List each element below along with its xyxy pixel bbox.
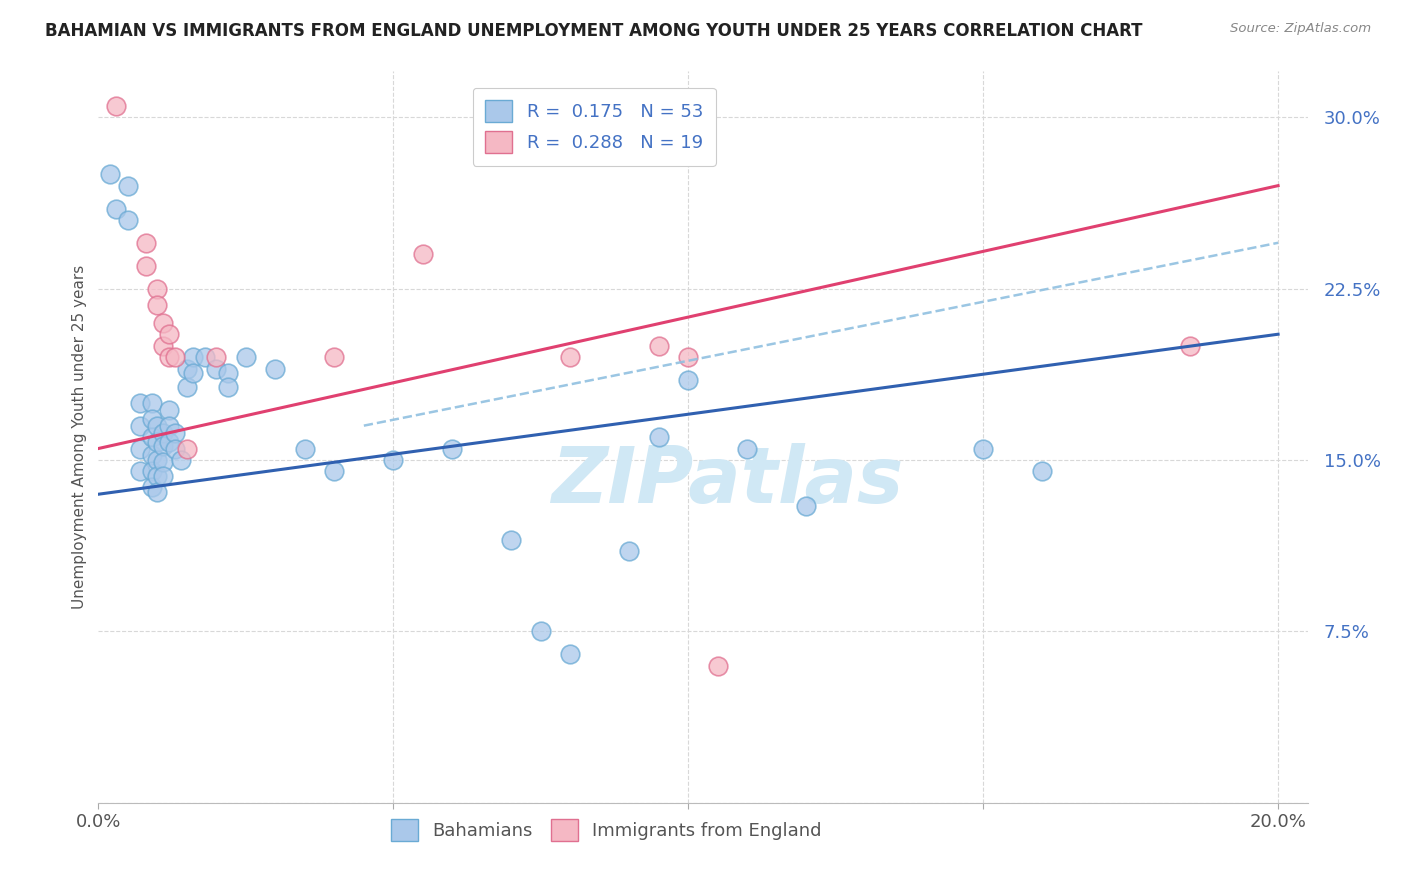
Point: [157, 418, 180, 433]
Point: [157, 350, 180, 364]
Point: [648, 338, 671, 352]
Point: [152, 455, 174, 469]
Point: [141, 430, 163, 444]
Point: [141, 396, 163, 410]
Point: [152, 338, 174, 352]
Point: [176, 361, 198, 376]
Point: [648, 430, 671, 444]
Point: [972, 442, 994, 456]
Text: BAHAMIAN VS IMMIGRANTS FROM ENGLAND UNEMPLOYMENT AMONG YOUTH UNDER 25 YEARS CORR: BAHAMIAN VS IMMIGRANTS FROM ENGLAND UNEM…: [45, 22, 1143, 40]
Point: [165, 442, 187, 456]
Point: [181, 350, 204, 364]
Point: [117, 213, 139, 227]
Point: [105, 98, 128, 112]
Point: [157, 327, 180, 342]
Point: [135, 259, 157, 273]
Point: [1031, 464, 1053, 478]
Point: [141, 464, 163, 478]
Point: [294, 442, 316, 456]
Point: [98, 167, 121, 181]
Point: [157, 402, 180, 417]
Point: [264, 361, 287, 376]
Point: [735, 442, 758, 456]
Point: [412, 247, 434, 261]
Point: [165, 350, 187, 364]
Point: [141, 412, 163, 426]
Point: [176, 442, 198, 456]
Point: [678, 373, 700, 387]
Point: [678, 350, 700, 364]
Point: [152, 439, 174, 453]
Point: [560, 647, 582, 661]
Point: [128, 396, 150, 410]
Point: [165, 425, 187, 440]
Point: [323, 464, 346, 478]
Text: ZIPatlas: ZIPatlas: [551, 443, 903, 519]
Point: [194, 350, 217, 364]
Point: [128, 464, 150, 478]
Point: [157, 434, 180, 449]
Text: Source: ZipAtlas.com: Source: ZipAtlas.com: [1230, 22, 1371, 36]
Point: [146, 297, 169, 311]
Point: [205, 350, 228, 364]
Point: [146, 434, 169, 449]
Point: [141, 449, 163, 463]
Point: [152, 469, 174, 483]
Point: [170, 453, 193, 467]
Point: [152, 425, 174, 440]
Y-axis label: Unemployment Among Youth under 25 years: Unemployment Among Youth under 25 years: [72, 265, 87, 609]
Point: [146, 281, 169, 295]
Point: [217, 380, 239, 394]
Point: [135, 235, 157, 250]
Point: [105, 202, 128, 216]
Point: [152, 316, 174, 330]
Point: [217, 366, 239, 380]
Point: [706, 658, 728, 673]
Legend: Bahamians, Immigrants from England: Bahamians, Immigrants from England: [384, 812, 830, 848]
Point: [205, 361, 228, 376]
Point: [530, 624, 553, 639]
Point: [181, 366, 204, 380]
Point: [441, 442, 464, 456]
Point: [619, 544, 641, 558]
Point: [1178, 338, 1201, 352]
Point: [128, 418, 150, 433]
Point: [146, 485, 169, 500]
Point: [382, 453, 405, 467]
Point: [146, 469, 169, 483]
Point: [141, 480, 163, 494]
Point: [146, 418, 169, 433]
Point: [323, 350, 346, 364]
Point: [146, 453, 169, 467]
Point: [117, 178, 139, 193]
Point: [560, 350, 582, 364]
Point: [128, 442, 150, 456]
Point: [176, 380, 198, 394]
Point: [794, 499, 817, 513]
Point: [235, 350, 257, 364]
Point: [501, 533, 523, 547]
